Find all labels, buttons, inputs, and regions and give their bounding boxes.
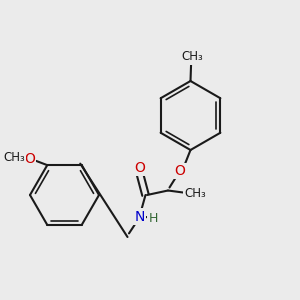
Text: O: O (134, 161, 145, 175)
Text: H: H (148, 212, 158, 225)
Text: CH₃: CH₃ (3, 151, 25, 164)
Text: O: O (175, 164, 185, 178)
Text: O: O (24, 152, 35, 166)
Text: CH₃: CH₃ (184, 187, 206, 200)
Text: N: N (134, 210, 145, 224)
Text: CH₃: CH₃ (182, 50, 203, 64)
